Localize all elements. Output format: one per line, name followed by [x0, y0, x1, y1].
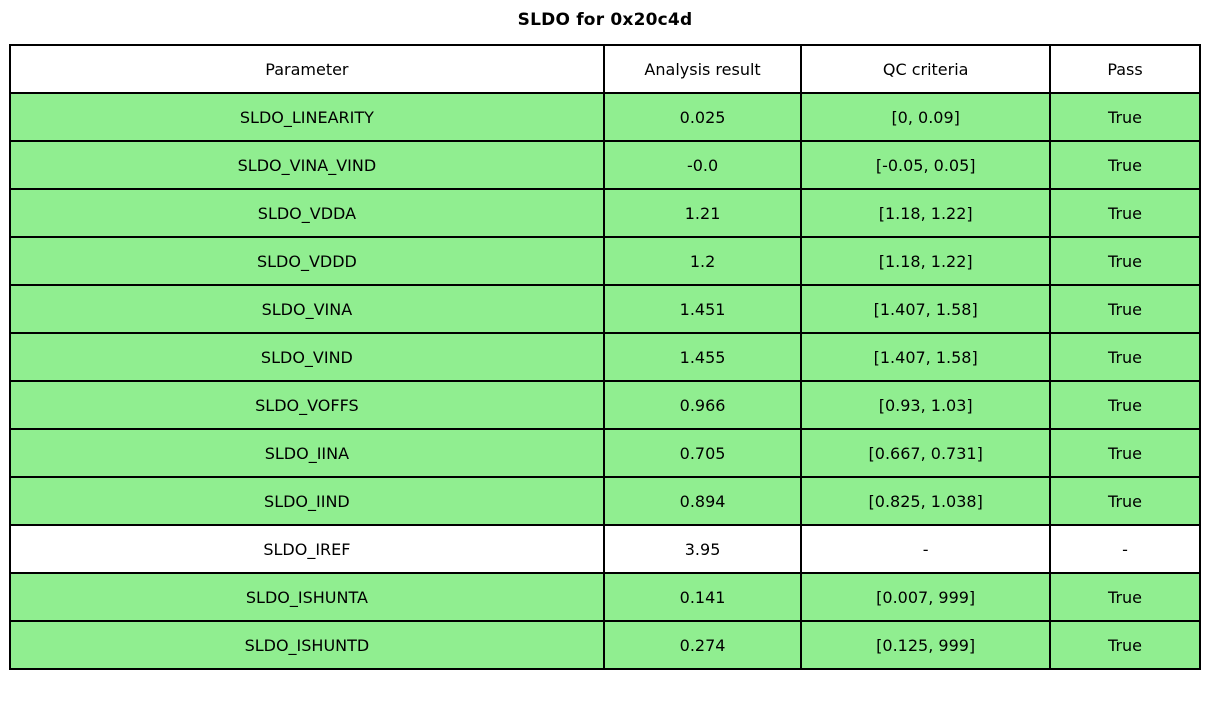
cell-qc-criteria: [0, 0.09]	[800, 92, 1052, 142]
cell-parameter: SLDO_VOFFS	[9, 380, 605, 430]
cell-pass: True	[1049, 620, 1201, 670]
cell-parameter: SLDO_VINA	[9, 284, 605, 334]
cell-analysis-result: 0.274	[602, 620, 803, 670]
cell-pass: True	[1049, 572, 1201, 622]
cell-analysis-result: 1.2	[602, 236, 803, 286]
cell-analysis-result: 1.455	[602, 332, 803, 382]
cell-qc-criteria: -	[800, 524, 1052, 574]
table-row: SLDO_IINA 0.705 [0.667, 0.731] True	[9, 428, 1201, 478]
cell-parameter: SLDO_VIND	[9, 332, 605, 382]
table-row: SLDO_IREF 3.95 - -	[9, 524, 1201, 574]
table-row: SLDO_VINA 1.451 [1.407, 1.58] True	[9, 284, 1201, 334]
table-row: SLDO_VIND 1.455 [1.407, 1.58] True	[9, 332, 1201, 382]
cell-qc-criteria: [0.93, 1.03]	[800, 380, 1052, 430]
cell-parameter: SLDO_LINEARITY	[9, 92, 605, 142]
cell-parameter: SLDO_ISHUNTA	[9, 572, 605, 622]
cell-pass: True	[1049, 476, 1201, 526]
cell-pass: True	[1049, 332, 1201, 382]
cell-qc-criteria: [1.407, 1.58]	[800, 284, 1052, 334]
cell-pass: True	[1049, 428, 1201, 478]
cell-pass: True	[1049, 380, 1201, 430]
table-row: SLDO_VOFFS 0.966 [0.93, 1.03] True	[9, 380, 1201, 430]
cell-parameter: SLDO_VDDD	[9, 236, 605, 286]
cell-qc-criteria: [0.667, 0.731]	[800, 428, 1052, 478]
table-row: SLDO_ISHUNTA 0.141 [0.007, 999] True	[9, 572, 1201, 622]
cell-analysis-result: 0.966	[602, 380, 803, 430]
cell-analysis-result: 0.141	[602, 572, 803, 622]
cell-analysis-result: 3.95	[602, 524, 803, 574]
cell-parameter: SLDO_IREF	[9, 524, 605, 574]
table-row: SLDO_LINEARITY 0.025 [0, 0.09] True	[9, 92, 1201, 142]
cell-qc-criteria: [0.125, 999]	[800, 620, 1052, 670]
cell-qc-criteria: [0.825, 1.038]	[800, 476, 1052, 526]
cell-parameter: SLDO_IIND	[9, 476, 605, 526]
cell-qc-criteria: [-0.05, 0.05]	[800, 140, 1052, 190]
cell-qc-criteria: [0.007, 999]	[800, 572, 1052, 622]
cell-analysis-result: 0.705	[602, 428, 803, 478]
cell-qc-criteria: [1.18, 1.22]	[800, 188, 1052, 238]
cell-analysis-result: -0.0	[602, 140, 803, 190]
table-row: SLDO_VDDA 1.21 [1.18, 1.22] True	[9, 188, 1201, 238]
cell-analysis-result: 0.894	[602, 476, 803, 526]
cell-qc-criteria: [1.407, 1.58]	[800, 332, 1052, 382]
column-header-analysis-result: Analysis result	[602, 44, 803, 94]
cell-parameter: SLDO_VDDA	[9, 188, 605, 238]
cell-pass: True	[1049, 284, 1201, 334]
figure-title: SLDO for 0x20c4d	[517, 10, 693, 30]
qc-table: Parameter Analysis result QC criteria Pa…	[9, 44, 1201, 670]
cell-pass: True	[1049, 188, 1201, 238]
cell-parameter: SLDO_IINA	[9, 428, 605, 478]
table-row: SLDO_IIND 0.894 [0.825, 1.038] True	[9, 476, 1201, 526]
column-header-parameter: Parameter	[9, 44, 605, 94]
cell-parameter: SLDO_VINA_VIND	[9, 140, 605, 190]
cell-qc-criteria: [1.18, 1.22]	[800, 236, 1052, 286]
cell-pass: True	[1049, 236, 1201, 286]
table-row: SLDO_ISHUNTD 0.274 [0.125, 999] True	[9, 620, 1201, 670]
cell-pass: True	[1049, 92, 1201, 142]
cell-analysis-result: 0.025	[602, 92, 803, 142]
column-header-qc-criteria: QC criteria	[800, 44, 1052, 94]
table-header-row: Parameter Analysis result QC criteria Pa…	[9, 44, 1201, 94]
cell-pass: True	[1049, 140, 1201, 190]
cell-pass: -	[1049, 524, 1201, 574]
cell-analysis-result: 1.451	[602, 284, 803, 334]
cell-analysis-result: 1.21	[602, 188, 803, 238]
cell-parameter: SLDO_ISHUNTD	[9, 620, 605, 670]
table-body: SLDO_LINEARITY 0.025 [0, 0.09] True SLDO…	[9, 92, 1201, 670]
table-row: SLDO_VINA_VIND -0.0 [-0.05, 0.05] True	[9, 140, 1201, 190]
column-header-pass: Pass	[1049, 44, 1201, 94]
table-row: SLDO_VDDD 1.2 [1.18, 1.22] True	[9, 236, 1201, 286]
